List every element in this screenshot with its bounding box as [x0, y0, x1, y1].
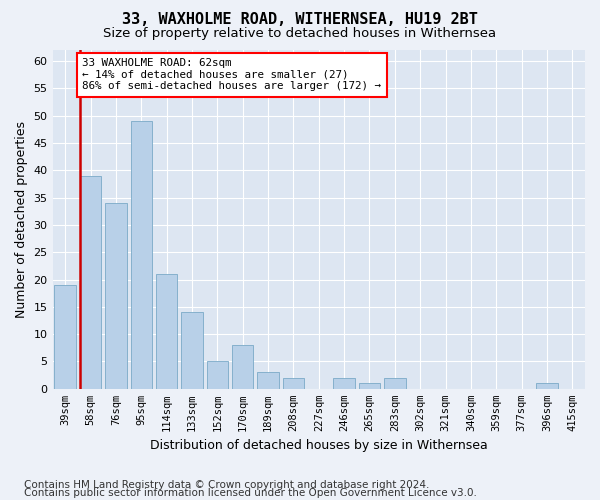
- Bar: [105, 203, 127, 389]
- Text: Contains HM Land Registry data © Crown copyright and database right 2024.: Contains HM Land Registry data © Crown c…: [24, 480, 430, 490]
- Bar: [283, 378, 304, 389]
- Bar: [359, 384, 380, 389]
- Bar: [232, 345, 253, 389]
- Bar: [131, 121, 152, 389]
- Text: Size of property relative to detached houses in Withernsea: Size of property relative to detached ho…: [103, 28, 497, 40]
- Bar: [384, 378, 406, 389]
- Text: 33, WAXHOLME ROAD, WITHERNSEA, HU19 2BT: 33, WAXHOLME ROAD, WITHERNSEA, HU19 2BT: [122, 12, 478, 28]
- Bar: [181, 312, 203, 389]
- Bar: [257, 372, 279, 389]
- Bar: [536, 384, 558, 389]
- Bar: [55, 285, 76, 389]
- X-axis label: Distribution of detached houses by size in Withernsea: Distribution of detached houses by size …: [150, 440, 488, 452]
- Bar: [156, 274, 178, 389]
- Text: 33 WAXHOLME ROAD: 62sqm
← 14% of detached houses are smaller (27)
86% of semi-de: 33 WAXHOLME ROAD: 62sqm ← 14% of detache…: [82, 58, 381, 92]
- Bar: [80, 176, 101, 389]
- Bar: [206, 362, 228, 389]
- Bar: [334, 378, 355, 389]
- Y-axis label: Number of detached properties: Number of detached properties: [15, 121, 28, 318]
- Text: Contains public sector information licensed under the Open Government Licence v3: Contains public sector information licen…: [24, 488, 477, 498]
